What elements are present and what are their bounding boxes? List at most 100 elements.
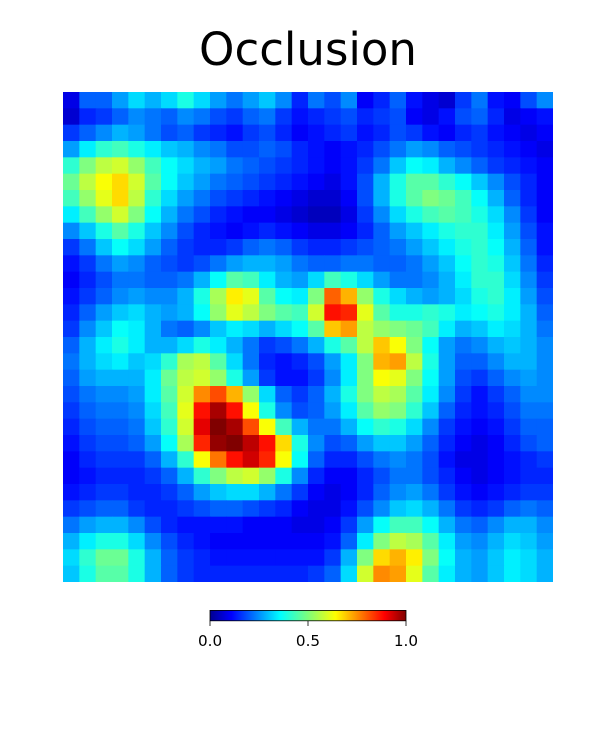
heatmap-cell: [95, 271, 113, 289]
heatmap-cell: [63, 533, 80, 550]
heatmap-cell: [259, 222, 276, 240]
heatmap-cell: [357, 320, 374, 338]
heatmap-cell: [112, 206, 129, 224]
heatmap-cell: [177, 451, 195, 469]
heatmap-cell: [226, 533, 244, 550]
heatmap-cell: [128, 467, 146, 485]
heatmap-cell: [422, 206, 440, 224]
heatmap-cell: [144, 337, 162, 354]
heatmap-cell: [487, 190, 505, 207]
heatmap-cell: [259, 337, 276, 354]
heatmap-cell: [520, 549, 538, 567]
heatmap-cell: [373, 565, 391, 582]
heatmap-cell: [275, 157, 293, 175]
heatmap-cell: [112, 271, 129, 289]
heatmap-cell: [504, 516, 521, 534]
heatmap-cell: [357, 304, 374, 322]
heatmap-cell: [471, 533, 489, 550]
heatmap-cell: [357, 435, 374, 452]
heatmap-cell: [95, 304, 113, 322]
heatmap-cell: [520, 451, 538, 469]
heatmap-cell: [128, 337, 146, 354]
heatmap-cell: [210, 92, 227, 109]
heatmap-cell: [455, 239, 472, 256]
heatmap-cell: [406, 533, 423, 550]
heatmap-cell: [63, 369, 80, 387]
heatmap-cell: [406, 92, 423, 109]
heatmap-cell: [144, 222, 162, 240]
heatmap-cell: [455, 369, 472, 387]
heatmap-cell: [291, 206, 309, 224]
heatmap-cell: [471, 222, 489, 240]
heatmap-cell: [373, 549, 391, 567]
heatmap-cell: [161, 451, 178, 469]
heatmap-cell: [259, 304, 276, 322]
heatmap-cell: [63, 141, 80, 158]
heatmap-cell: [389, 500, 407, 518]
heatmap-cell: [406, 337, 423, 354]
heatmap-cell: [389, 353, 407, 371]
heatmap-cell: [520, 500, 538, 518]
heatmap-cell: [389, 484, 407, 501]
heatmap-cell: [79, 435, 97, 452]
heatmap-cell: [504, 451, 521, 469]
heatmap-cell: [536, 435, 553, 452]
heatmap-cell: [128, 386, 146, 403]
heatmap-cell: [210, 222, 227, 240]
heatmap-cell: [455, 92, 472, 109]
heatmap-cell: [95, 565, 113, 582]
heatmap-cell: [291, 271, 309, 289]
heatmap-cell: [128, 157, 146, 175]
heatmap-cell: [210, 157, 227, 175]
heatmap-cell: [259, 386, 276, 403]
heatmap-cell: [128, 239, 146, 256]
heatmap-cell: [422, 92, 440, 109]
heatmap-cell: [520, 222, 538, 240]
heatmap-cell: [128, 92, 146, 109]
heatmap-cell: [406, 239, 423, 256]
heatmap-cell: [389, 206, 407, 224]
heatmap-cell: [275, 467, 293, 485]
heatmap-cell: [242, 206, 260, 224]
heatmap-cell: [406, 402, 423, 420]
heatmap-cell: [340, 533, 358, 550]
heatmap-cell: [536, 516, 553, 534]
heatmap-cell: [112, 549, 129, 567]
heatmap-cell: [226, 124, 244, 142]
heatmap-cell: [340, 239, 358, 256]
heatmap-cell: [438, 369, 456, 387]
heatmap-cell: [536, 288, 553, 305]
heatmap-cell: [226, 190, 244, 207]
heatmap-cell: [455, 451, 472, 469]
heatmap-cell: [242, 435, 260, 452]
heatmap-cell: [112, 451, 129, 469]
heatmap-cell: [438, 467, 456, 485]
heatmap-cell: [373, 484, 391, 501]
heatmap-cell: [259, 402, 276, 420]
heatmap-cell: [79, 369, 97, 387]
heatmap-cell: [63, 157, 80, 175]
heatmap-cell: [95, 549, 113, 567]
heatmap-cell: [357, 549, 374, 567]
heatmap-cell: [373, 500, 391, 518]
heatmap-cell: [308, 124, 325, 142]
heatmap-cell: [373, 255, 391, 273]
heatmap-cell: [504, 467, 521, 485]
heatmap-cell: [210, 206, 227, 224]
heatmap-cell: [373, 157, 391, 175]
heatmap-cell: [438, 239, 456, 256]
heatmap-cell: [536, 239, 553, 256]
heatmap-cell: [242, 516, 260, 534]
heatmap-cell: [471, 369, 489, 387]
heatmap-cell: [471, 271, 489, 289]
heatmap-cell: [406, 222, 423, 240]
heatmap-cell: [193, 92, 211, 109]
heatmap-cell: [340, 435, 358, 452]
heatmap-cell: [193, 402, 211, 420]
heatmap-cell: [406, 500, 423, 518]
heatmap-cell: [357, 173, 374, 191]
heatmap-cell: [226, 451, 244, 469]
heatmap-cell: [177, 337, 195, 354]
heatmap-cell: [275, 451, 293, 469]
heatmap-cell: [193, 516, 211, 534]
